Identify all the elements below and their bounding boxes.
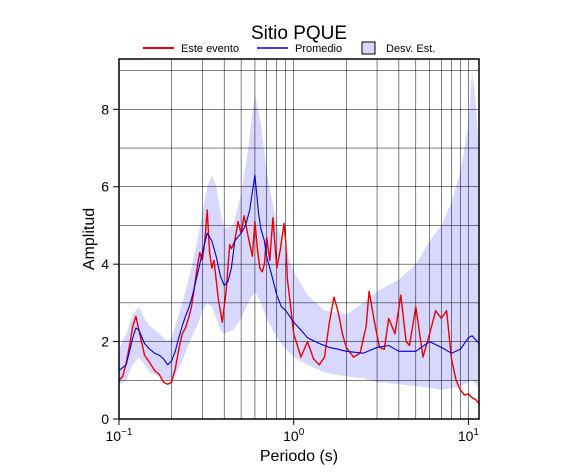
y-tick-label: 0 <box>101 411 109 427</box>
y-tick-label: 4 <box>101 256 109 272</box>
plot-frame-layer <box>113 58 480 425</box>
std-band-area <box>119 70 479 390</box>
legend-promedio-label: Promedio <box>295 43 342 55</box>
series-line-promedio <box>118 174 480 372</box>
y-tick-label: 2 <box>101 334 109 350</box>
series-layer <box>118 174 480 404</box>
legend-este-evento-label: Este evento <box>181 43 239 55</box>
x-tick-label: 100 <box>283 427 305 444</box>
x-tick-labels: 10−1 100 101 <box>106 427 480 444</box>
x-axis-title: Periodo (s) <box>260 448 338 465</box>
std-band-layer <box>119 70 479 390</box>
legend: Este evento Promedio Desv. Est. <box>143 41 435 55</box>
legend-desv-est-label: Desv. Est. <box>386 43 435 55</box>
y-tick-label: 8 <box>101 101 109 117</box>
x-tick-label: 101 <box>458 427 480 444</box>
x-tick-label: 10−1 <box>106 427 133 444</box>
y-tick-label: 6 <box>101 179 109 195</box>
series-line-este-evento <box>118 209 480 404</box>
chart-title: Sitio PQUE <box>251 23 347 44</box>
y-tick-labels: 0 2 4 6 8 <box>101 101 109 427</box>
y-axis-title: Amplitud <box>81 208 98 270</box>
plot-frame <box>118 58 480 420</box>
legend-desv-est-swatch <box>361 41 376 55</box>
